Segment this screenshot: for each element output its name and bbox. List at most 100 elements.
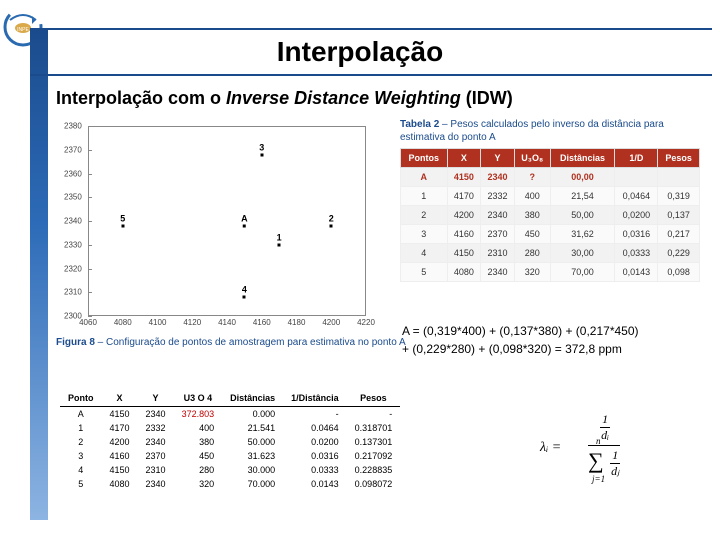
table3-row: 54080234032070.0000.01430.098072: [60, 477, 400, 491]
table3-th: U3 O 4: [174, 390, 223, 407]
table3-cell: 4150: [102, 463, 138, 477]
point-3: 3: [259, 143, 264, 156]
table2-cell: 0,0200: [615, 206, 658, 225]
table2-cell: ?: [514, 168, 550, 187]
table3-cell: A: [60, 407, 102, 422]
table3-cell: 450: [174, 449, 223, 463]
table3-th: X: [102, 390, 138, 407]
weights-table: PontosXYU₃O₈Distâncias1/DPesos A41502340…: [400, 148, 700, 282]
table3-cell: 0.0316: [283, 449, 347, 463]
formula-a-line1: A = (0,319*400) + (0,137*380) + (0,217*4…: [402, 322, 639, 340]
table3-cell: 21.541: [222, 421, 283, 435]
table2-cell: A: [401, 168, 448, 187]
table2-cell: 4080: [447, 263, 481, 282]
formula-a-line2: + (0,229*280) + (0,098*320) = 372,8 ppm: [402, 340, 639, 358]
table2-cell: 320: [514, 263, 550, 282]
table2-cell: 2370: [481, 225, 515, 244]
table2-cell: 2340: [481, 263, 515, 282]
table3-th: Y: [138, 390, 174, 407]
table2-cell: 30,00: [550, 244, 615, 263]
table2-cell: 2: [401, 206, 448, 225]
table3-cell: 0.0143: [283, 477, 347, 491]
table3-cell: 4170: [102, 421, 138, 435]
table3-row: 14170233240021.5410.04640.318701: [60, 421, 400, 435]
table2-cell: 0,0316: [615, 225, 658, 244]
table2-cell: 400: [514, 187, 550, 206]
table2-cell: 2340: [481, 168, 515, 187]
table3-header-row: PontoXYU3 O 4Distâncias1/DistânciaPesos: [60, 390, 400, 407]
lambda-numerator: 1 dᵢ: [588, 412, 620, 446]
ytick: 2310: [64, 288, 82, 297]
table3-cell: 0.137301: [347, 435, 401, 449]
table3-cell: 380: [174, 435, 223, 449]
svg-text:INPE: INPE: [17, 27, 29, 33]
point-5: 5: [120, 215, 125, 228]
table2-cell: 3: [401, 225, 448, 244]
table2-caption: Tabela 2 – Pesos calculados pelo inverso…: [400, 118, 700, 144]
table3-cell: 0.0464: [283, 421, 347, 435]
table3-cell: 2310: [138, 463, 174, 477]
table3-cell: 1: [60, 421, 102, 435]
table3-th: Pesos: [347, 390, 401, 407]
table3-cell: 0.0333: [283, 463, 347, 477]
table2-row: 24200234038050,000,02000,137: [401, 206, 700, 225]
table2-cell: 31,62: [550, 225, 615, 244]
table2-caption-bold: Tabela 2: [400, 119, 439, 130]
table2-cell: 0,0464: [615, 187, 658, 206]
figure8-caption: Figura 8 – Configuração de pontos de amo…: [56, 336, 406, 349]
table3-row: A41502340372.8030.000--: [60, 407, 400, 422]
subtitle: Interpolação com o Inverse Distance Weig…: [56, 88, 513, 109]
point-2: 2: [329, 215, 334, 228]
table3-th: Distâncias: [222, 390, 283, 407]
table2-th: U₃O₈: [514, 149, 550, 168]
ytick: 2350: [64, 193, 82, 202]
table2-cell: 00,00: [550, 168, 615, 187]
point-A: A: [241, 215, 248, 228]
table2-row: 34160237045031,620,03160,217: [401, 225, 700, 244]
lambda-num-top: 1: [600, 412, 610, 428]
table2-cell: 0,229: [658, 244, 700, 263]
table3-row: 34160237045031.6230.03160.217092: [60, 449, 400, 463]
lambda-denominator: n ∑ j=1 1 dⱼ: [588, 446, 620, 479]
table2-header-row: PontosXYU₃O₈Distâncias1/DPesos: [401, 149, 700, 168]
table3-cell: 0.318701: [347, 421, 401, 435]
sigma-lower: j=1: [592, 474, 605, 484]
table2-cell: 2332: [481, 187, 515, 206]
table3-area: PontoXYU3 O 4Distâncias1/DistânciaPesos …: [60, 390, 460, 491]
table3-cell: 2340: [138, 407, 174, 422]
table3-cell: 2370: [138, 449, 174, 463]
table3-th: Ponto: [60, 390, 102, 407]
table2-cell: 50,00: [550, 206, 615, 225]
table2-th: Y: [481, 149, 515, 168]
ytick: 2360: [64, 169, 82, 178]
table2-cell: 4: [401, 244, 448, 263]
table2-cell: 280: [514, 244, 550, 263]
table2-body: A41502340?00,0014170233240021,540,04640,…: [401, 168, 700, 282]
table3-cell: 4200: [102, 435, 138, 449]
sigma-upper: n: [596, 436, 601, 446]
table3-cell: 0.217092: [347, 449, 401, 463]
table3-cell: 280: [174, 463, 223, 477]
table3-cell: 50.000: [222, 435, 283, 449]
table3-cell: 2332: [138, 421, 174, 435]
table2-th: X: [447, 149, 481, 168]
table3-cell: 372.803: [174, 407, 223, 422]
ytick: 2340: [64, 217, 82, 226]
figure8-caption-bold: Figura 8: [56, 337, 95, 348]
table2-cell: 4160: [447, 225, 481, 244]
chart-plot-box: [88, 126, 366, 316]
header-rule-bottom: [30, 74, 712, 76]
lambda-den-top: 1: [610, 448, 620, 464]
table3-cell: 0.228835: [347, 463, 401, 477]
table3-cell: 0.000: [222, 407, 283, 422]
table2-cell: 5: [401, 263, 448, 282]
point-1: 1: [277, 234, 282, 247]
lambda-num-sub: dᵢ: [600, 428, 610, 443]
table3-cell: 0.0200: [283, 435, 347, 449]
table2-row: A41502340?00,00: [401, 168, 700, 187]
table2-row: 14170233240021,540,04640,319: [401, 187, 700, 206]
page-title: Interpolação: [0, 36, 720, 68]
ytick: 2370: [64, 145, 82, 154]
table3-cell: 2340: [138, 435, 174, 449]
table3-th: 1/Distância: [283, 390, 347, 407]
